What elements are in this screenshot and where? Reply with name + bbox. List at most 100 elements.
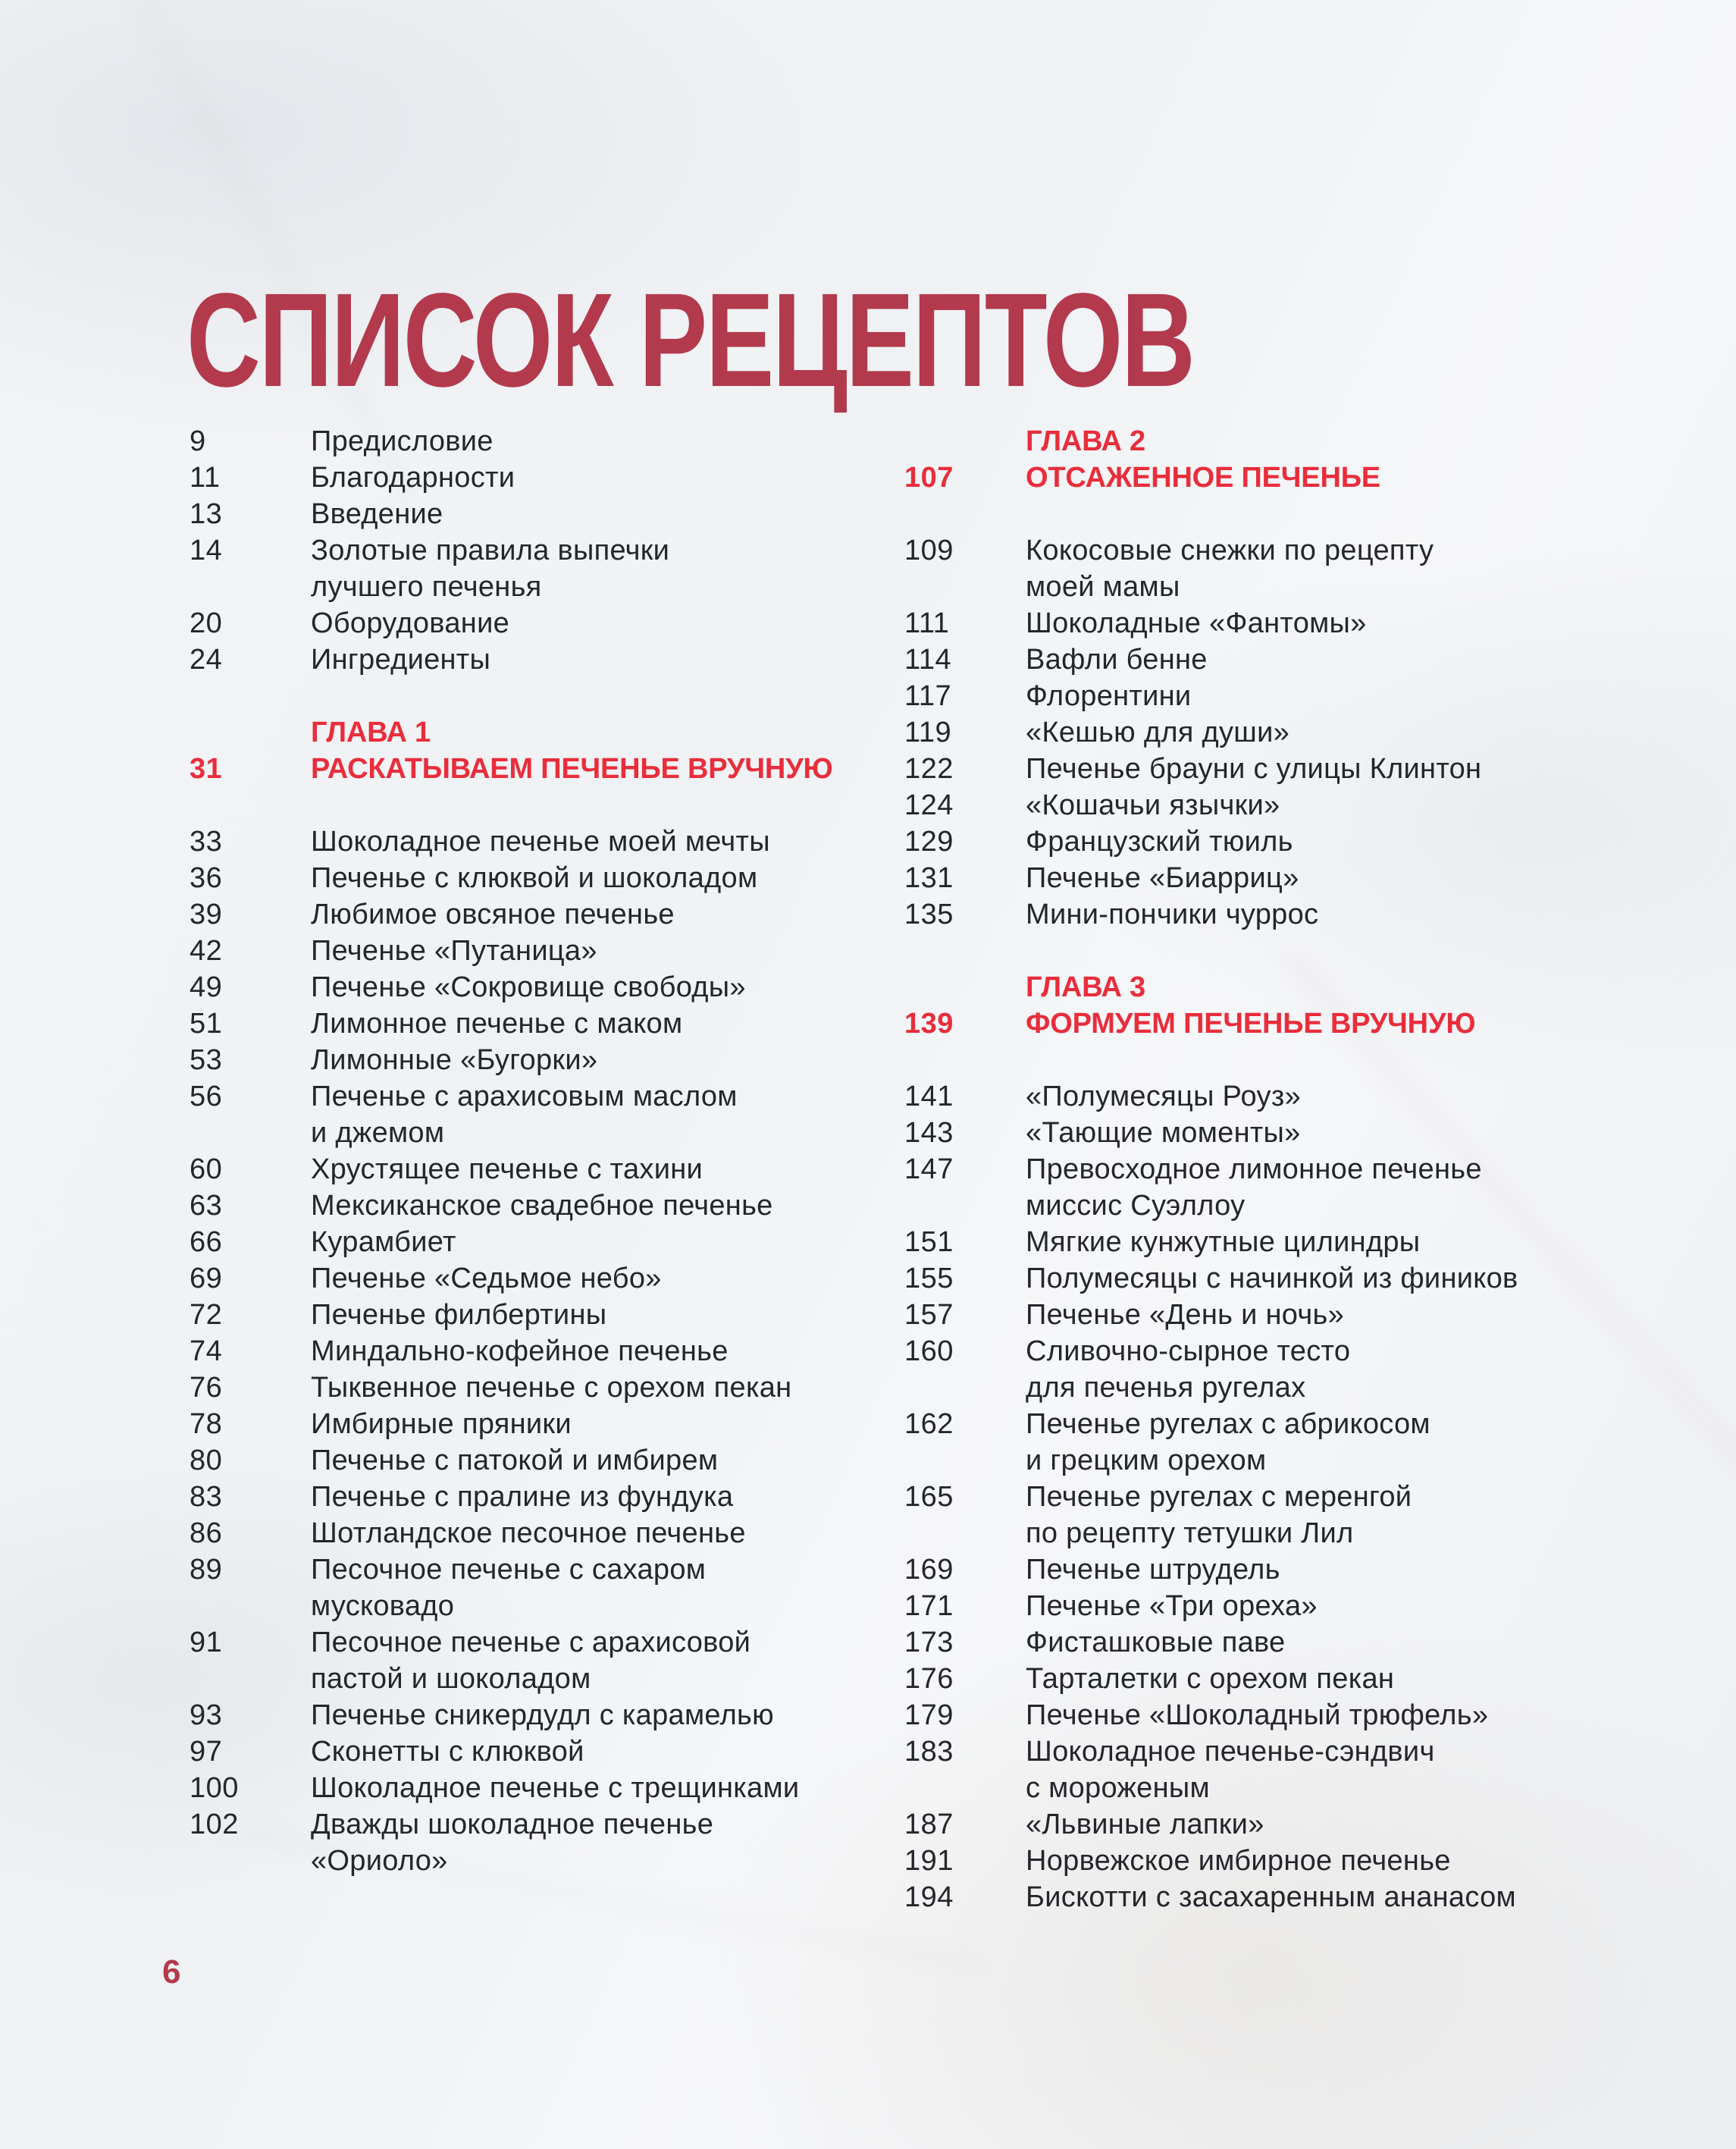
entry-title-line: 39 Любимое овсяное печенье	[190, 896, 902, 933]
entry-page-number: 165	[904, 1481, 954, 1513]
entry-title-line: 122 Печенье брауни с улицы Клинтон	[904, 751, 1617, 787]
entry-title-text: Норвежское имбирное печенье	[1026, 1845, 1451, 1877]
entry-title-line: по рецепту тетушки Лил	[904, 1515, 1617, 1551]
entry-page-number: 141	[904, 1081, 954, 1112]
toc-entry: 187 «Львиные лапки»	[904, 1806, 1617, 1843]
entry-page-number: 78	[190, 1408, 223, 1440]
entry-title-line: 183 Шоколадное печенье-сэндвич	[904, 1733, 1617, 1770]
toc-entry: 135 Мини-пончики чуррос	[904, 896, 1617, 933]
toc-entry: 165 Печенье ругелах с меренгой по рецепту …	[904, 1479, 1617, 1551]
entry-title-text: Песочное печенье с арахисовой	[311, 1627, 751, 1658]
entry-page-number: 14	[190, 535, 223, 566]
entry-page-number: 66	[190, 1226, 223, 1258]
chapter-page-number: 107	[904, 462, 954, 494]
entry-title-text: Шоколадные «Фантомы»	[1026, 607, 1367, 639]
entry-title-text: Печенье штрудель	[1026, 1554, 1280, 1586]
entry-title-text: Печенье «Седьмое небо»	[311, 1263, 662, 1294]
entry-page-number: 111	[904, 607, 950, 639]
toc-entry: 109 Кокосовые снежки по рецепту моей мамы	[904, 532, 1617, 605]
entry-page-number: 191	[904, 1845, 954, 1877]
toc-entry: 143 «Тающие моменты»	[904, 1115, 1617, 1151]
entry-title-line: 187 «Львиные лапки»	[904, 1806, 1617, 1843]
entry-title-text: Золотые правила выпечки	[311, 535, 670, 566]
toc-entry: 194 Бискотти с засахаренным ананасом	[904, 1879, 1617, 1915]
entry-title-line: 194 Бискотти с засахаренным ананасом	[904, 1879, 1617, 1915]
entry-title-text: Лимонные «Бугорки»	[311, 1044, 598, 1076]
entry-title-line: 191 Норвежское имбирное печенье	[904, 1843, 1617, 1879]
entry-title-line: 157 Печенье «День и ночь»	[904, 1297, 1617, 1333]
entry-title-line: 135 Мини-пончики чуррос	[904, 896, 1617, 933]
entry-title-text: «Ориоло»	[311, 1845, 448, 1877]
entry-title-text: Предисловие	[311, 425, 494, 457]
entry-title-line: миссис Суэллоу	[904, 1187, 1617, 1224]
entry-page-number: 20	[190, 607, 223, 639]
toc-entry: 117 Флорентини	[904, 678, 1617, 714]
entry-title-line: для печенья ругелах	[904, 1369, 1617, 1406]
entry-page-number: 86	[190, 1517, 223, 1549]
entry-title-text: Оборудование	[311, 607, 510, 639]
entry-page-number: 155	[904, 1263, 954, 1294]
entry-title-line: 143 «Тающие моменты»	[904, 1115, 1617, 1151]
toc-entry: 56 Печенье с арахисовым маслом и джемом	[190, 1078, 902, 1151]
entry-title-line: 93 Печенье сникердудл с карамелью	[190, 1697, 902, 1733]
chapter-title-text: РАСКАТЫВАЕМ ПЕЧЕНЬЕ ВРУЧНУЮ	[311, 753, 833, 785]
entry-page-number: 56	[190, 1081, 223, 1112]
entry-page-number: 13	[190, 498, 223, 530]
entry-title-text: Миндально-кофейное печенье	[311, 1335, 729, 1367]
entry-title-line: 173 Фисташковые паве	[904, 1624, 1617, 1661]
entry-title-line: пастой и шоколадом	[190, 1661, 902, 1697]
entry-title-text: Тыквенное печенье с орехом пекан	[311, 1372, 792, 1404]
entry-page-number: 80	[190, 1445, 223, 1476]
toc-entry: 155 Полумесяцы с начинкой из фиников	[904, 1260, 1617, 1297]
toc-column-right: ГЛАВА 2 107 ОТСАЖЕННОЕ ПЕЧЕНЬЕ 109 Кокосовые…	[904, 423, 1617, 1915]
toc-section: ГЛАВА 1 31 РАСКАТЫВАЕМ ПЕЧЕНЬЕ ВРУЧНУЮ 33 Шо…	[190, 714, 902, 1879]
entry-title-text: Любимое овсяное печенье	[311, 899, 675, 930]
entry-title-text: Тарталетки с орехом пекан	[1026, 1663, 1395, 1695]
entry-title-text: Сконетты с клюквой	[311, 1736, 584, 1768]
entry-title-line: 165 Печенье ругелах с меренгой	[904, 1479, 1617, 1515]
toc-entry: 151 Мягкие кунжутные цилиндры	[904, 1224, 1617, 1260]
entry-title-line: 169 Печенье штрудель	[904, 1551, 1617, 1588]
entry-title-text: Курамбиет	[311, 1226, 456, 1258]
chapter-title-line: 31 РАСКАТЫВАЕМ ПЕЧЕНЬЕ ВРУЧНУЮ	[190, 751, 902, 787]
toc-entry: 76 Тыквенное печенье с орехом пекан	[190, 1369, 902, 1406]
chapter-heading: ГЛАВА 3 139 ФОРМУЕМ ПЕЧЕНЬЕ ВРУЧНУЮ	[904, 969, 1617, 1042]
entry-page-number: 93	[190, 1699, 223, 1731]
entry-page-number: 160	[904, 1335, 954, 1367]
entry-page-number: 187	[904, 1809, 954, 1840]
entry-title-line: 117 Флорентини	[904, 678, 1617, 714]
entry-page-number: 9	[190, 425, 206, 457]
chapter-page-number: 31	[190, 753, 223, 785]
entry-page-number: 102	[190, 1809, 239, 1840]
toc-entry: 147 Превосходное лимонное печенье миссис С…	[904, 1151, 1617, 1224]
entry-page-number: 183	[904, 1736, 954, 1768]
toc-entry: 42 Печенье «Путаница»	[190, 933, 902, 969]
toc-entry: 93 Печенье сникердудл с карамелью	[190, 1697, 902, 1733]
entry-title-text: Печенье «Биарриц»	[1026, 862, 1299, 894]
entry-title-text: Лимонное печенье с маком	[311, 1008, 683, 1040]
entry-title-line: 49 Печенье «Сокровище свободы»	[190, 969, 902, 1005]
entry-title-text: Шоколадное печенье с трещинками	[311, 1772, 800, 1804]
entry-page-number: 135	[904, 899, 954, 930]
toc-column-left: 9 Предисловие 11 Благодарности 13 Введение 14 З…	[190, 423, 902, 1879]
entry-title-line: 78 Имбирные пряники	[190, 1406, 902, 1442]
toc-entries: 9 Предисловие 11 Благодарности 13 Введение 14 З…	[190, 423, 902, 678]
entry-page-number: 69	[190, 1263, 223, 1294]
entry-title-text: Сливочно-сырное тесто	[1026, 1335, 1351, 1367]
toc-entry: 72 Печенье филбертины	[190, 1297, 902, 1333]
entry-title-line: с мороженым	[904, 1770, 1617, 1806]
toc-entry: 157 Печенье «День и ночь»	[904, 1297, 1617, 1333]
entry-title-text: по рецепту тетушки Лил	[1026, 1517, 1354, 1549]
entry-title-line: 20 Оборудование	[190, 605, 902, 642]
entry-page-number: 42	[190, 935, 223, 967]
entry-page-number: 36	[190, 862, 223, 894]
entry-title-text: «Львиные лапки»	[1026, 1809, 1264, 1840]
entry-title-line: 33 Шоколадное печенье моей мечты	[190, 824, 902, 860]
toc-entry: 141 «Полумесяцы Роуз»	[904, 1078, 1617, 1115]
entry-page-number: 176	[904, 1663, 954, 1695]
entry-title-text: Мини-пончики чуррос	[1026, 899, 1319, 930]
toc-entry: 11 Благодарности	[190, 460, 902, 496]
entry-page-number: 72	[190, 1299, 223, 1331]
toc-entry: 9 Предисловие	[190, 423, 902, 460]
